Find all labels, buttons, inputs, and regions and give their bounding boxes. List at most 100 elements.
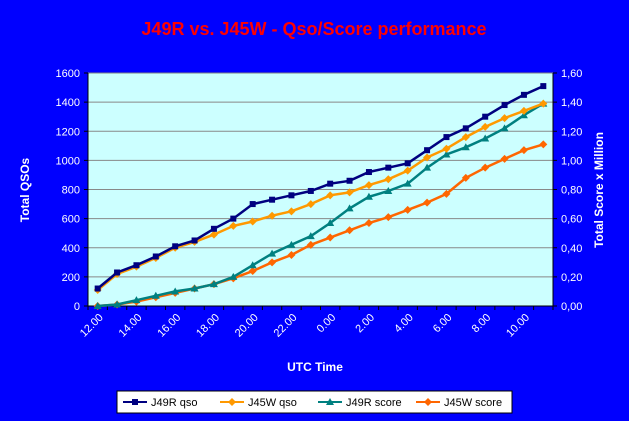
data-point bbox=[287, 207, 296, 216]
data-point bbox=[229, 272, 238, 280]
y-right-tick-label: 0,60 bbox=[561, 214, 582, 226]
data-point bbox=[462, 125, 469, 132]
y-left-tick-label: 1400 bbox=[56, 97, 80, 109]
data-point bbox=[326, 218, 335, 226]
data-point bbox=[539, 140, 548, 149]
legend-swatch-marker bbox=[424, 398, 432, 406]
data-point bbox=[442, 150, 451, 158]
series-j49r-score bbox=[93, 99, 548, 309]
data-point bbox=[423, 153, 432, 162]
x-tick-label: 14.00 bbox=[117, 312, 145, 340]
x-tick-label: 12.00 bbox=[78, 312, 106, 340]
data-point bbox=[133, 262, 140, 269]
data-point bbox=[171, 287, 180, 295]
data-point bbox=[365, 169, 372, 176]
data-point bbox=[482, 113, 489, 120]
data-point bbox=[403, 205, 412, 214]
y-right-tick-label: 0,00 bbox=[561, 301, 582, 313]
data-point bbox=[403, 179, 412, 187]
y-right-tick-label: 0,80 bbox=[561, 185, 582, 197]
data-point bbox=[364, 218, 373, 227]
data-point bbox=[346, 177, 353, 184]
data-point bbox=[248, 217, 257, 226]
data-point bbox=[306, 200, 315, 209]
y-right-tick-label: 1,00 bbox=[561, 155, 582, 167]
data-point bbox=[114, 269, 121, 276]
data-point bbox=[151, 291, 160, 299]
y-left-tick-label: 1600 bbox=[56, 68, 80, 80]
data-point bbox=[345, 204, 354, 212]
data-point bbox=[364, 181, 373, 190]
series-line bbox=[97, 102, 544, 308]
data-point bbox=[384, 186, 393, 194]
data-point bbox=[268, 258, 277, 267]
data-point bbox=[288, 192, 295, 199]
y-left-tick-label: 1000 bbox=[56, 155, 80, 167]
data-point bbox=[152, 253, 159, 260]
data-point bbox=[210, 225, 217, 232]
data-point bbox=[268, 249, 277, 257]
data-point bbox=[229, 221, 238, 230]
x-tick-label: 10.00 bbox=[504, 312, 532, 340]
data-point bbox=[481, 163, 490, 172]
legend-swatch-marker bbox=[228, 398, 236, 406]
y-left-tick-label: 200 bbox=[62, 272, 80, 284]
data-point bbox=[423, 198, 432, 207]
data-point bbox=[132, 296, 141, 304]
x-tick-label: 6.00 bbox=[431, 312, 455, 336]
x-tick-label: 22.00 bbox=[272, 312, 300, 340]
y-right-tick-label: 1,60 bbox=[561, 68, 582, 80]
data-point bbox=[93, 302, 102, 309]
data-point bbox=[500, 124, 509, 132]
data-point bbox=[481, 122, 490, 131]
data-point bbox=[443, 134, 450, 141]
x-tick-label: 0.00 bbox=[315, 312, 339, 336]
data-point bbox=[326, 233, 335, 242]
y-left-tick-label: 0 bbox=[74, 301, 80, 313]
data-point bbox=[209, 230, 218, 239]
series-line bbox=[96, 84, 544, 290]
data-point bbox=[345, 226, 354, 235]
data-point bbox=[327, 180, 334, 187]
data-point bbox=[287, 251, 296, 260]
data-point bbox=[364, 192, 373, 200]
data-point bbox=[113, 300, 122, 308]
x-axis-label: UTC Time bbox=[287, 360, 343, 374]
y-left-tick-label: 600 bbox=[62, 214, 80, 226]
data-point bbox=[230, 215, 237, 222]
data-point bbox=[461, 133, 470, 142]
x-tick-label: 16.00 bbox=[155, 312, 183, 340]
data-point bbox=[500, 154, 509, 163]
data-point bbox=[306, 240, 315, 249]
x-tick-label: 8.00 bbox=[470, 312, 494, 336]
x-tick-label: 18.00 bbox=[194, 312, 222, 340]
data-point bbox=[306, 232, 315, 240]
data-point bbox=[384, 213, 393, 222]
data-point bbox=[248, 261, 257, 269]
y-left-tick-label: 400 bbox=[62, 243, 80, 255]
y-right-tick-label: 0,40 bbox=[561, 243, 582, 255]
data-point bbox=[423, 163, 432, 171]
data-point bbox=[190, 284, 199, 292]
data-point bbox=[345, 188, 354, 197]
series-layer bbox=[93, 83, 548, 310]
y-right-tick-label: 1,20 bbox=[561, 126, 582, 138]
legend-item: J49R score bbox=[318, 397, 402, 409]
data-point bbox=[539, 99, 548, 108]
data-point bbox=[287, 240, 296, 248]
legend-item: J45W qso bbox=[220, 397, 297, 409]
data-point bbox=[519, 146, 528, 155]
data-point bbox=[442, 144, 451, 153]
data-point bbox=[520, 91, 527, 98]
data-point bbox=[94, 285, 101, 292]
x-tick-label: 2.00 bbox=[353, 312, 377, 336]
legend-label: J49R score bbox=[346, 397, 402, 409]
legend: J49R qso J45W qso J49R score J45W score bbox=[116, 390, 513, 414]
legend-item: J45W score bbox=[416, 397, 502, 409]
data-point bbox=[501, 102, 508, 109]
data-point bbox=[248, 267, 257, 276]
data-point bbox=[172, 243, 179, 250]
x-tick-label: 20.00 bbox=[233, 312, 261, 340]
series-line bbox=[96, 102, 544, 291]
data-point bbox=[404, 160, 411, 167]
